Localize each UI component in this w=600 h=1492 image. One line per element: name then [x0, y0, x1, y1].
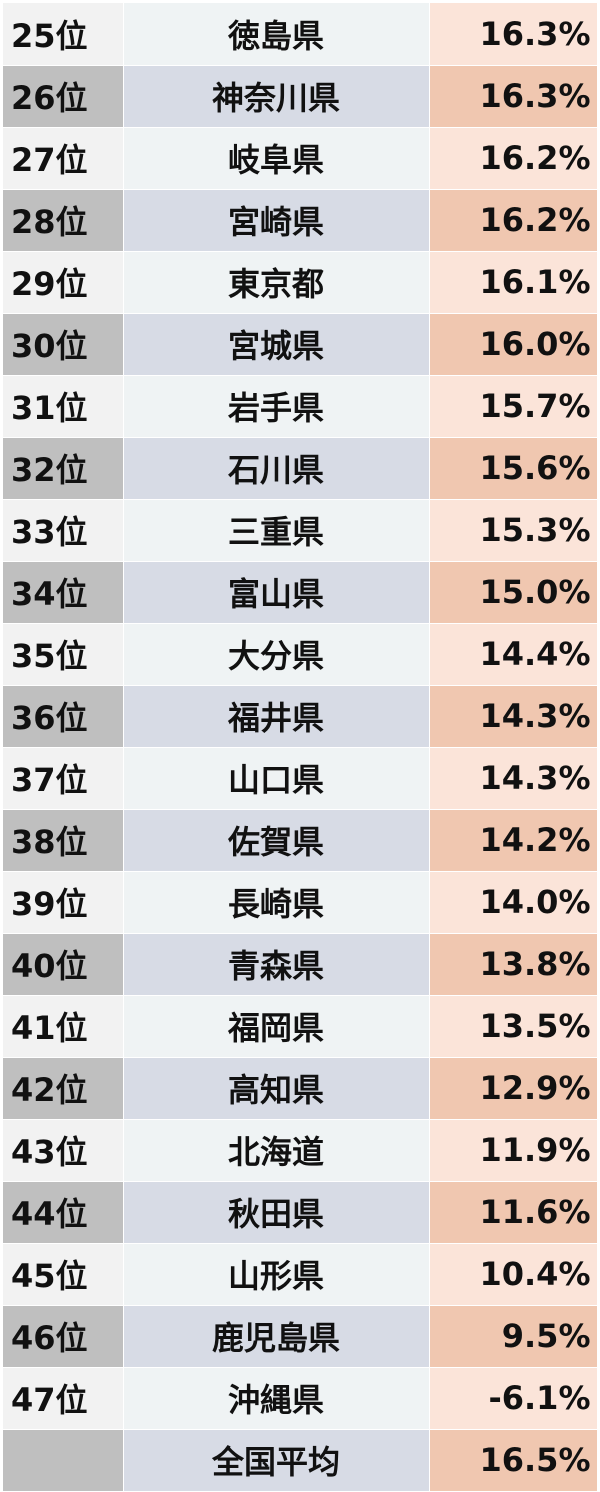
value-cell: 12.9%: [429, 1057, 598, 1120]
value-cell: 11.9%: [429, 1119, 598, 1182]
rank-cell: 46位: [3, 1305, 124, 1368]
table-row: 38位 佐賀県 14.2%: [3, 809, 598, 872]
table-row: 42位 高知県 12.9%: [3, 1057, 598, 1120]
table-row: 37位 山口県 14.3%: [3, 747, 598, 810]
table-row: 44位 秋田県 11.6%: [3, 1181, 598, 1244]
value-cell: 14.3%: [429, 685, 598, 748]
prefecture-cell: 北海道: [123, 1119, 430, 1182]
rank-cell: 33位: [3, 499, 124, 562]
value-cell: 15.7%: [429, 375, 598, 438]
rank-cell: 29位: [3, 251, 124, 314]
value-cell: 14.4%: [429, 623, 598, 686]
table-row: 43位 北海道 11.9%: [3, 1119, 598, 1182]
rank-cell: 32位: [3, 437, 124, 500]
prefecture-cell: 三重県: [123, 499, 430, 562]
prefecture-cell: 福岡県: [123, 995, 430, 1058]
table-row: 29位 東京都 16.1%: [3, 251, 598, 314]
table-row: 27位 岐阜県 16.2%: [3, 127, 598, 190]
rank-cell: 47位: [3, 1367, 124, 1430]
value-cell: 16.5%: [429, 1429, 598, 1492]
prefecture-cell: 大分県: [123, 623, 430, 686]
value-cell: 16.1%: [429, 251, 598, 314]
rank-cell: 28位: [3, 189, 124, 252]
rank-cell: 26位: [3, 65, 124, 128]
table-row: 31位 岩手県 15.7%: [3, 375, 598, 438]
table-row: 25位 徳島県 16.3%: [3, 3, 598, 66]
table-row: 26位 神奈川県 16.3%: [3, 65, 598, 128]
rank-cell: 30位: [3, 313, 124, 376]
value-cell: 16.3%: [429, 3, 598, 66]
prefecture-cell: 沖縄県: [123, 1367, 430, 1430]
prefecture-cell: 山口県: [123, 747, 430, 810]
table-row: 33位 三重県 15.3%: [3, 499, 598, 562]
national-average-row: 全国平均 16.5%: [3, 1429, 598, 1492]
rank-cell: 42位: [3, 1057, 124, 1120]
ranking-table: 25位 徳島県 16.3% 26位 神奈川県 16.3% 27位 岐阜県 16.2% 28位 宮崎県…: [3, 3, 598, 1492]
prefecture-cell: 青森県: [123, 933, 430, 996]
rank-cell: 35位: [3, 623, 124, 686]
value-cell: 10.4%: [429, 1243, 598, 1306]
prefecture-cell: 神奈川県: [123, 65, 430, 128]
prefecture-cell: 石川県: [123, 437, 430, 500]
value-cell: 16.0%: [429, 313, 598, 376]
rank-cell: 27位: [3, 127, 124, 190]
prefecture-cell: 福井県: [123, 685, 430, 748]
prefecture-cell: 長崎県: [123, 871, 430, 934]
rank-cell: 40位: [3, 933, 124, 996]
table-row: 47位 沖縄県 -6.1%: [3, 1367, 598, 1430]
value-cell: 15.6%: [429, 437, 598, 500]
table-row: 28位 宮崎県 16.2%: [3, 189, 598, 252]
table-row: 45位 山形県 10.4%: [3, 1243, 598, 1306]
rank-cell: 43位: [3, 1119, 124, 1182]
prefecture-cell: 高知県: [123, 1057, 430, 1120]
prefecture-cell: 鹿児島県: [123, 1305, 430, 1368]
value-cell: 14.3%: [429, 747, 598, 810]
prefecture-cell: 岐阜県: [123, 127, 430, 190]
table-row: 36位 福井県 14.3%: [3, 685, 598, 748]
ranking-body: 25位 徳島県 16.3% 26位 神奈川県 16.3% 27位 岐阜県 16.2% 28位 宮崎県…: [3, 3, 598, 1492]
rank-cell: 44位: [3, 1181, 124, 1244]
table-row: 32位 石川県 15.6%: [3, 437, 598, 500]
value-cell: 9.5%: [429, 1305, 598, 1368]
table-row: 35位 大分県 14.4%: [3, 623, 598, 686]
table-row: 40位 青森県 13.8%: [3, 933, 598, 996]
prefecture-cell: 岩手県: [123, 375, 430, 438]
rank-cell: 31位: [3, 375, 124, 438]
rank-cell: 25位: [3, 3, 124, 66]
prefecture-cell: 山形県: [123, 1243, 430, 1306]
rank-cell: 45位: [3, 1243, 124, 1306]
rank-cell: 41位: [3, 995, 124, 1058]
prefecture-cell: 富山県: [123, 561, 430, 624]
value-cell: 11.6%: [429, 1181, 598, 1244]
value-cell: 14.0%: [429, 871, 598, 934]
rank-cell: [3, 1429, 124, 1492]
value-cell: 16.3%: [429, 65, 598, 128]
rank-cell: 34位: [3, 561, 124, 624]
value-cell: -6.1%: [429, 1367, 598, 1430]
value-cell: 16.2%: [429, 127, 598, 190]
prefecture-cell: 東京都: [123, 251, 430, 314]
value-cell: 15.3%: [429, 499, 598, 562]
rank-cell: 39位: [3, 871, 124, 934]
rank-cell: 38位: [3, 809, 124, 872]
value-cell: 13.8%: [429, 933, 598, 996]
rank-cell: 37位: [3, 747, 124, 810]
table-row: 34位 富山県 15.0%: [3, 561, 598, 624]
rank-cell: 36位: [3, 685, 124, 748]
prefecture-cell: 宮城県: [123, 313, 430, 376]
prefecture-cell: 佐賀県: [123, 809, 430, 872]
prefecture-cell: 徳島県: [123, 3, 430, 66]
prefecture-cell: 全国平均: [123, 1429, 430, 1492]
table-row: 41位 福岡県 13.5%: [3, 995, 598, 1058]
table-row: 30位 宮城県 16.0%: [3, 313, 598, 376]
table-row: 39位 長崎県 14.0%: [3, 871, 598, 934]
value-cell: 14.2%: [429, 809, 598, 872]
table-row: 46位 鹿児島県 9.5%: [3, 1305, 598, 1368]
prefecture-cell: 宮崎県: [123, 189, 430, 252]
value-cell: 13.5%: [429, 995, 598, 1058]
value-cell: 16.2%: [429, 189, 598, 252]
prefecture-cell: 秋田県: [123, 1181, 430, 1244]
value-cell: 15.0%: [429, 561, 598, 624]
